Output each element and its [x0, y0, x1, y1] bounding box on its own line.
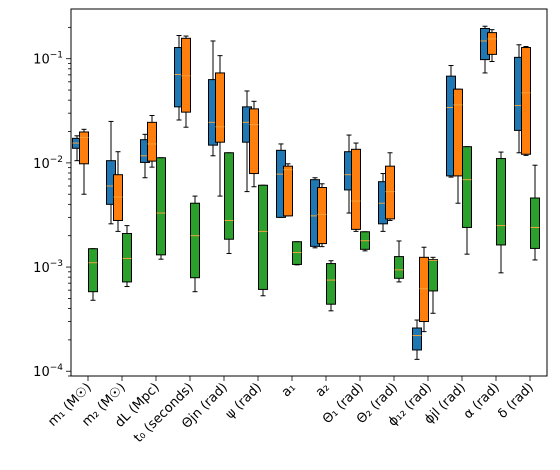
box	[487, 32, 497, 55]
box	[88, 248, 98, 293]
y-tick-exponent: −4	[50, 363, 64, 373]
box-group	[521, 45, 531, 156]
box	[249, 108, 259, 175]
y-tick-exponent: −2	[50, 155, 63, 165]
x-tick-label: ψ (rad)	[223, 380, 265, 422]
box	[394, 256, 404, 279]
box-group	[79, 128, 89, 195]
box-group	[385, 152, 395, 221]
box-group	[249, 100, 259, 188]
box-group	[147, 114, 157, 168]
box	[317, 187, 327, 245]
box-group	[453, 88, 463, 204]
box-series	[72, 25, 540, 360]
box	[462, 146, 472, 228]
box-group	[317, 183, 327, 248]
box-group	[428, 256, 438, 314]
box-group	[360, 231, 370, 252]
box	[79, 131, 89, 165]
box	[419, 256, 429, 323]
box-group	[113, 151, 123, 232]
box	[147, 121, 157, 162]
box	[530, 197, 540, 249]
box-group	[394, 240, 404, 283]
box	[283, 165, 293, 217]
box-group	[140, 133, 150, 179]
box-group	[462, 146, 472, 255]
box	[351, 148, 361, 230]
box	[292, 241, 302, 265]
plot-area-frame	[70, 8, 548, 377]
box	[113, 174, 123, 221]
box	[122, 232, 132, 283]
box-group	[351, 142, 361, 232]
x-axis-ticks: m₁ (M☉)m₂ (M☉)dL (Mpc)t₀ (seconds)Θjn (r…	[45, 376, 537, 446]
box	[215, 72, 225, 143]
y-tick-base: 10	[33, 157, 50, 172]
y-axis-ticks: 10−410−310−210−1	[33, 26, 71, 380]
y-tick-exponent: −1	[50, 51, 63, 61]
box-group	[487, 29, 497, 63]
y-tick-exponent: −3	[50, 259, 63, 269]
box-group	[258, 184, 268, 297]
box-group	[283, 163, 293, 217]
y-tick-label: 10−3	[33, 259, 63, 276]
box-group	[72, 135, 82, 162]
box-group	[412, 319, 422, 360]
box	[190, 202, 200, 279]
box-group	[496, 151, 506, 274]
x-tick-label: δ (rad)	[495, 380, 537, 422]
y-tick-base: 10	[33, 261, 50, 276]
box-group	[224, 152, 234, 254]
y-tick-label: 10−2	[33, 155, 63, 172]
box-group	[378, 173, 388, 232]
box	[224, 152, 234, 240]
box	[385, 165, 395, 220]
x-tick-label: a₁	[279, 380, 299, 400]
box-group	[122, 225, 132, 288]
box	[412, 327, 422, 351]
box	[156, 157, 166, 256]
box	[521, 47, 531, 155]
box-group	[530, 164, 540, 261]
x-tick-label: α (rad)	[461, 380, 503, 422]
x-tick-label: a₂	[313, 380, 333, 400]
y-tick-label: 10−4	[33, 363, 63, 380]
box-group	[190, 195, 200, 293]
box-group	[419, 246, 429, 333]
y-tick-base: 10	[33, 365, 50, 380]
box	[496, 158, 506, 246]
box-group	[215, 55, 225, 197]
box	[181, 37, 191, 113]
y-tick-base: 10	[33, 53, 50, 68]
box	[258, 184, 268, 290]
box	[326, 263, 336, 305]
box-group	[292, 241, 302, 266]
box	[428, 259, 438, 292]
box-group	[88, 248, 98, 301]
y-tick-label: 10−1	[33, 51, 63, 68]
box-group	[242, 90, 252, 193]
box	[453, 88, 463, 177]
box-group	[156, 157, 166, 260]
box-group	[181, 35, 191, 128]
box-group	[326, 260, 336, 312]
